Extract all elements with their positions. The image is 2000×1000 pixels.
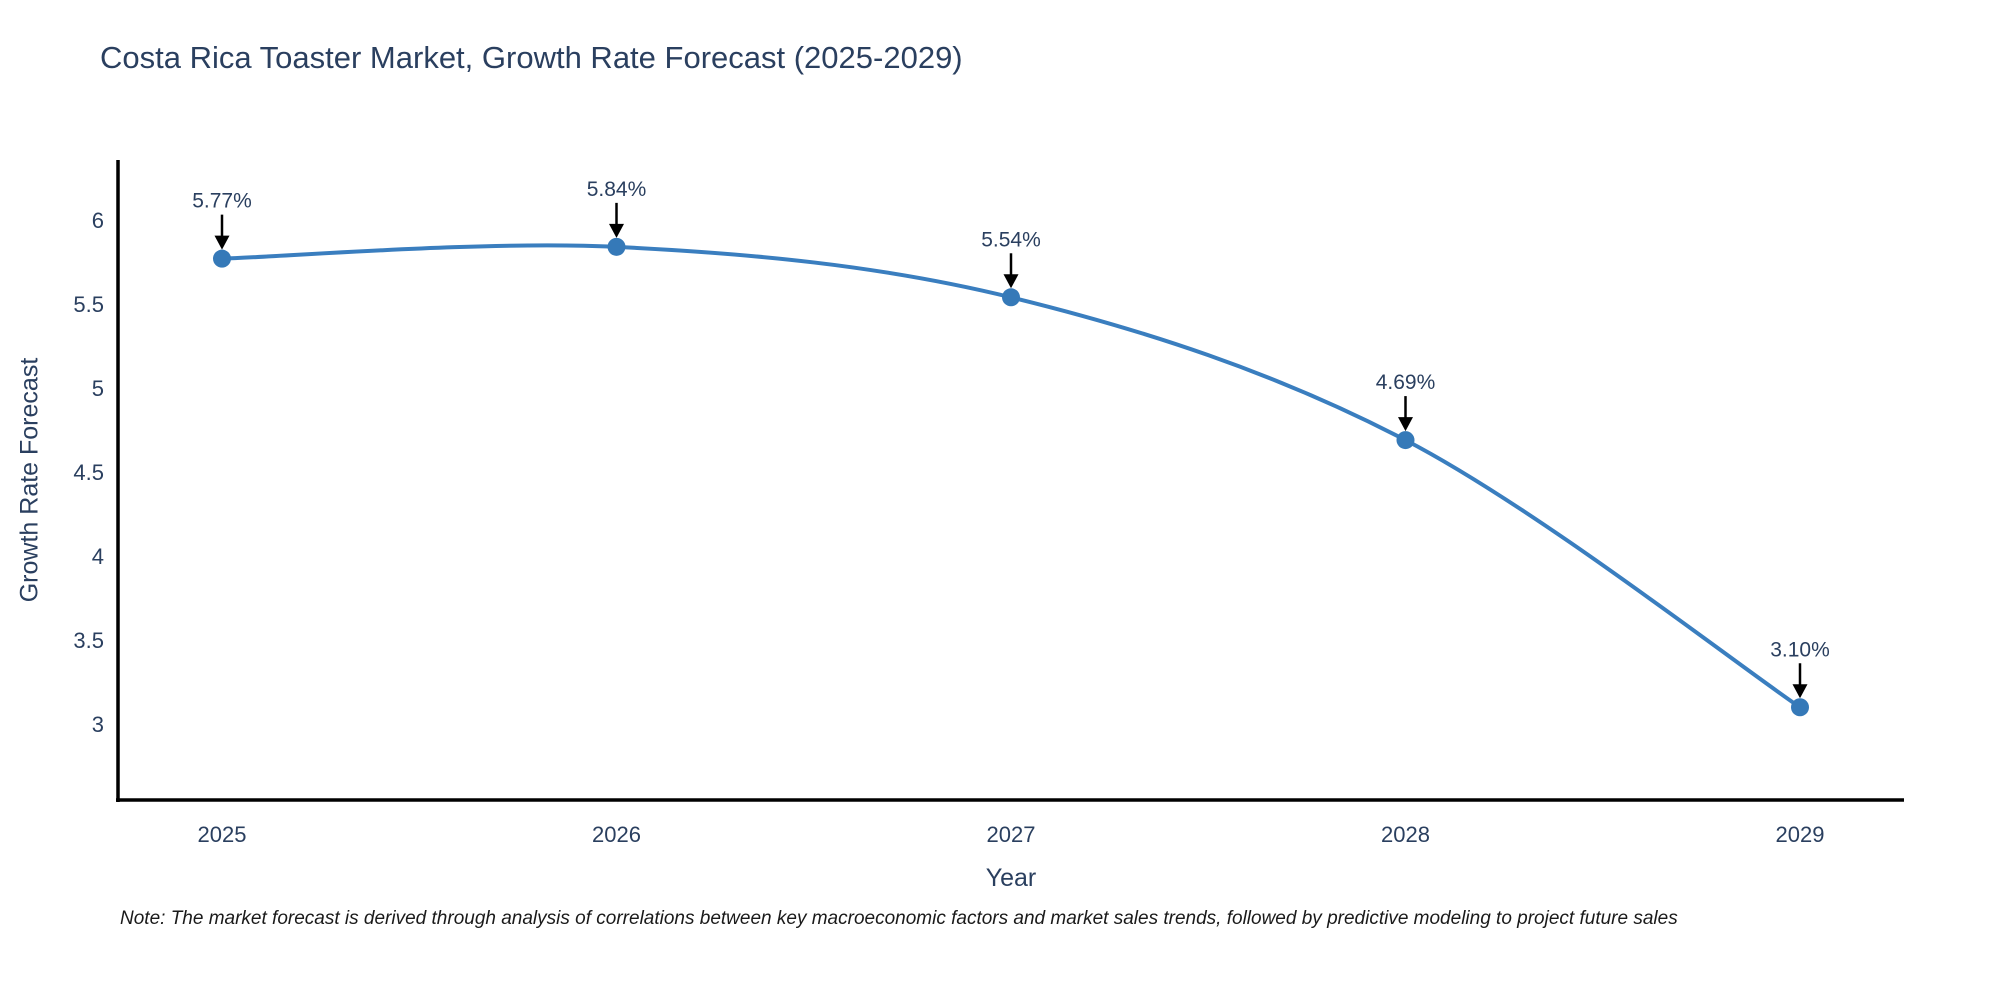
x-tick-label: 2029 <box>1776 822 1825 847</box>
chart-title: Costa Rica Toaster Market, Growth Rate F… <box>100 40 963 75</box>
point-value-label: 5.54% <box>981 228 1041 251</box>
point-value-label: 5.84% <box>587 178 647 201</box>
y-tick-label: 3 <box>92 712 104 737</box>
footnote: Note: The market forecast is derived thr… <box>120 908 1678 929</box>
data-point <box>1791 698 1809 717</box>
trend-line <box>220 243 1802 710</box>
annotation-arrow-head <box>1398 417 1413 432</box>
y-tick-label: 4.5 <box>73 460 104 485</box>
data-point <box>1396 431 1415 450</box>
y-tick-label: 5.5 <box>73 292 104 317</box>
y-tick-label: 3.5 <box>73 628 104 653</box>
annotation-arrow-head <box>609 223 624 238</box>
data-point <box>1002 288 1020 307</box>
x-axis-title: Year <box>985 864 1037 892</box>
x-tick-label: 2026 <box>592 822 641 847</box>
y-tick-label: 4 <box>92 544 104 569</box>
y-axis-title: Growth Rate Forecast <box>15 357 44 603</box>
data-point <box>607 237 626 256</box>
y-tick-label: 6 <box>92 208 104 233</box>
data-point <box>213 249 231 268</box>
y-tick-label: 5 <box>92 376 104 401</box>
annotation-arrow-head <box>214 235 230 250</box>
x-tick-label: 2027 <box>987 822 1036 847</box>
point-value-label: 5.77% <box>192 190 252 213</box>
x-tick-label: 2025 <box>198 822 247 847</box>
point-value-label: 3.10% <box>1770 638 1830 661</box>
annotation-arrow-head <box>1792 684 1808 699</box>
x-tick-label: 2028 <box>1381 822 1430 847</box>
point-value-label: 4.69% <box>1376 371 1436 394</box>
annotation-arrow-head <box>1003 274 1019 289</box>
